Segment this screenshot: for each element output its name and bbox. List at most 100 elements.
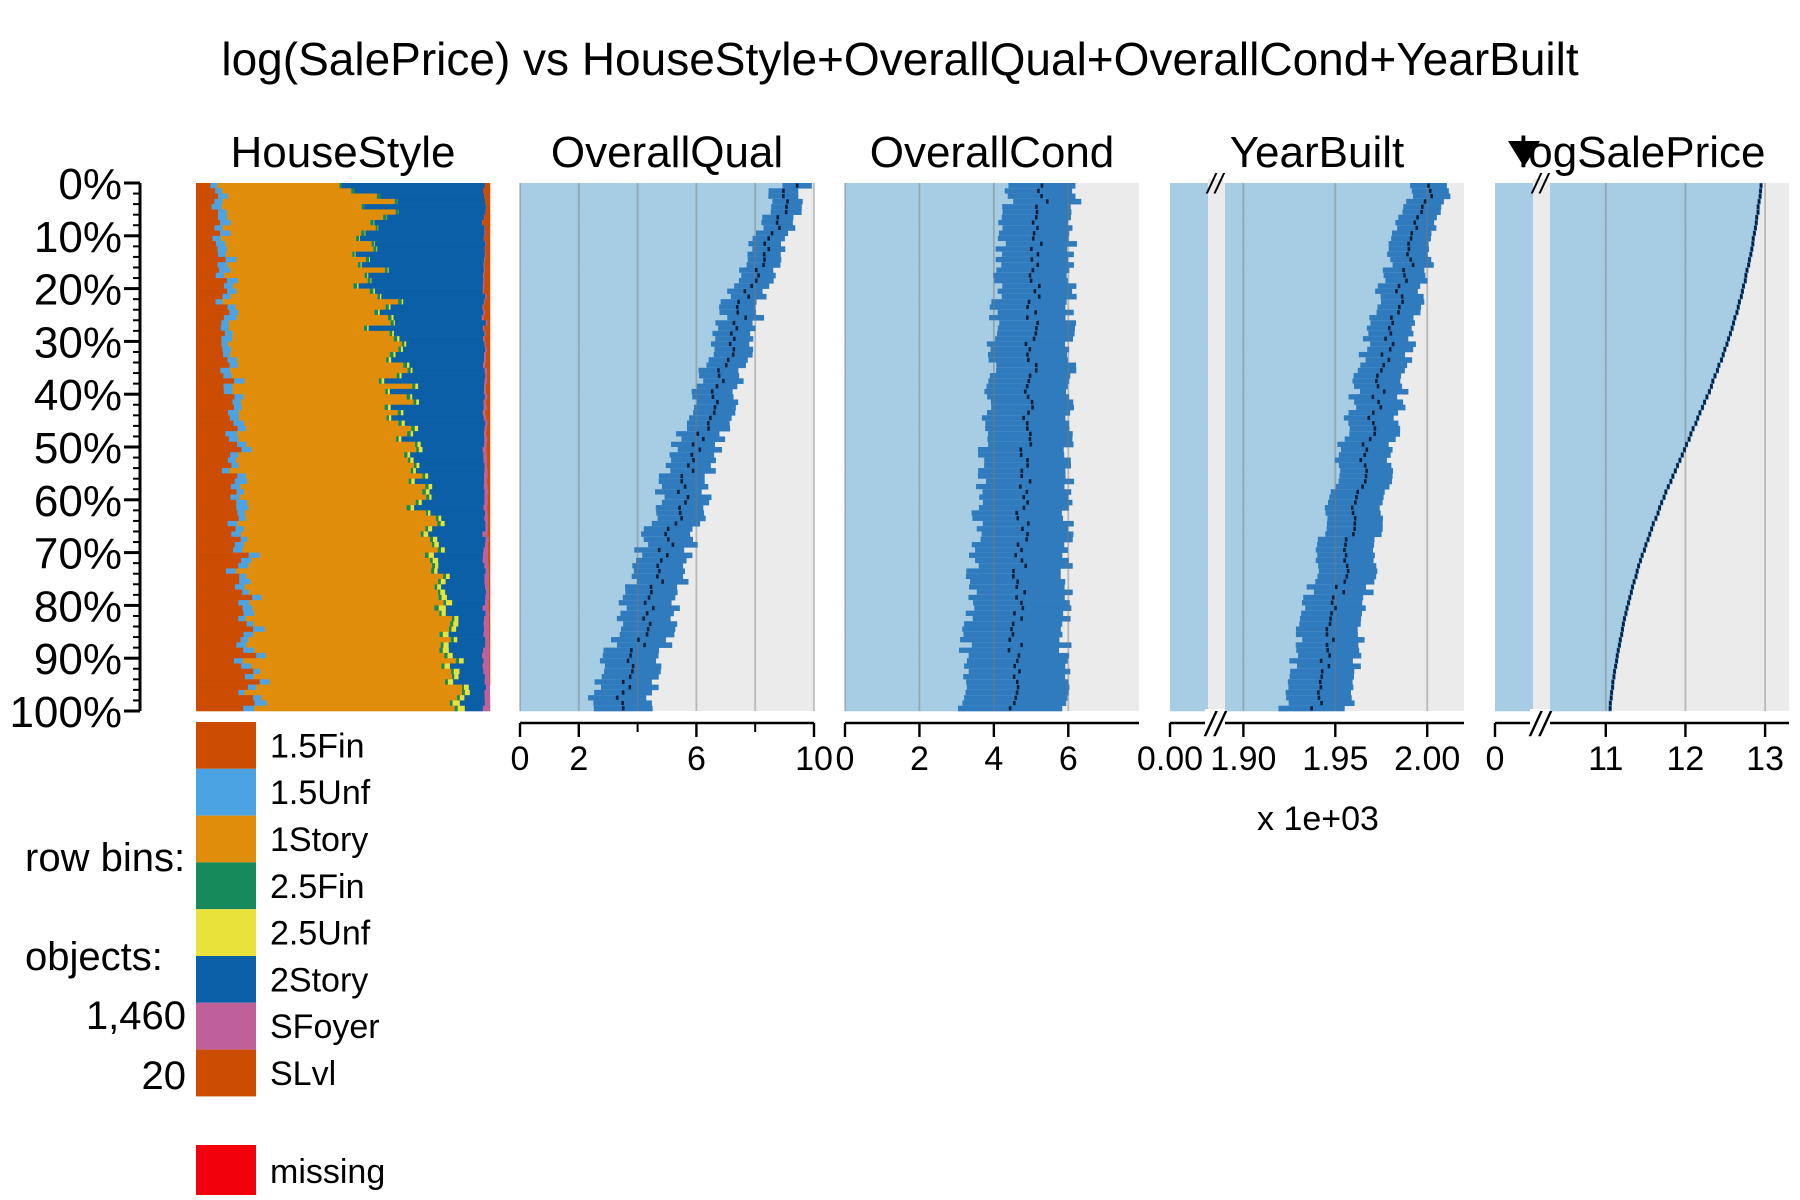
housestyle-bar-segment	[196, 610, 244, 617]
housestyle-bar-segment	[484, 193, 491, 200]
value-bar-light	[1495, 515, 1533, 522]
housestyle-bar-segment	[196, 351, 224, 358]
value-bar-light	[1550, 684, 1613, 691]
value-bar-light	[1225, 272, 1405, 279]
value-bar-light	[1550, 468, 1676, 474]
housestyle-bar-segment	[384, 404, 389, 411]
housestyle-bar-segment	[218, 193, 229, 200]
value-bar-light	[845, 679, 1018, 685]
value-bar-light	[845, 515, 1018, 522]
housestyle-bar-segment	[211, 204, 222, 210]
housestyle-bar-segment	[248, 637, 452, 643]
legend-label-missing: missing	[270, 1153, 385, 1191]
housestyle-bar-segment	[457, 695, 461, 701]
housestyle-bar-segment	[237, 510, 246, 516]
value-bar-light	[1170, 679, 1208, 685]
value-bar-light	[1170, 563, 1208, 569]
value-bar-light	[1550, 251, 1751, 258]
housestyle-bar-segment	[233, 283, 354, 289]
housestyle-bar-segment	[397, 410, 402, 416]
housestyle-legend: 1.5Fin 1.5Unf 1Story 2.5Fin 2.5Unf 2Story SFoy…	[196, 722, 385, 1195]
housestyle-bar-segment	[485, 594, 490, 601]
housestyle-bar-segment	[483, 658, 490, 664]
value-bar-light	[520, 520, 676, 527]
housestyle-bar-segment	[196, 515, 240, 522]
value-bar-light	[1170, 452, 1208, 458]
housestyle-bar-segment	[242, 547, 439, 553]
housestyle-bar-segment	[246, 573, 444, 580]
value-bar-light	[1495, 441, 1533, 448]
numeric-panels: OverallQual 0 2 6 10 OverallCond 0 2 4 6 YearBuilt…	[511, 128, 1789, 838]
value-bar-light	[1225, 367, 1382, 374]
housestyle-bar-segment	[248, 589, 439, 596]
housestyle-bar-segment	[489, 652, 491, 659]
housestyle-bar-segment	[413, 431, 485, 437]
legend-label: SFoyer	[270, 1008, 380, 1046]
housestyle-bar-segment	[484, 425, 488, 432]
housestyle-bar-segment	[421, 499, 485, 506]
value-bar-light	[845, 394, 1029, 400]
value-bar-light	[1225, 230, 1412, 237]
housestyle-bar-segment	[451, 668, 455, 675]
value-bar-light	[520, 209, 787, 215]
housestyle-bar-segment	[227, 262, 359, 268]
housestyle-bar-segment	[485, 637, 490, 643]
value-bar-light	[845, 594, 1017, 601]
value-bar-light	[845, 663, 1015, 670]
value-bar-light	[845, 351, 1028, 358]
housestyle-bar-segment	[485, 362, 491, 369]
value-bar-light	[1170, 652, 1208, 659]
value-bar-light	[1495, 626, 1533, 633]
housestyle-bar-segment	[221, 468, 230, 474]
value-bar-light	[1225, 552, 1347, 559]
housestyle-bar-segment	[406, 505, 411, 511]
value-bar-light	[1225, 542, 1346, 548]
value-bar-light	[1225, 214, 1418, 221]
housestyle-bar-segment	[425, 552, 429, 559]
value-bar-light	[1495, 457, 1533, 464]
value-bar-light	[1495, 367, 1533, 374]
housestyle-bar-segment	[486, 351, 491, 358]
value-bar-light	[1495, 330, 1533, 337]
housestyle-bar-segment	[196, 531, 232, 538]
housestyle-bar-segment	[236, 256, 367, 263]
housestyle-bar-segment	[378, 225, 485, 231]
value-bar-light	[1495, 320, 1533, 326]
value-bar-light	[1550, 399, 1705, 406]
value-bar-light	[1225, 563, 1348, 569]
value-bar-light	[520, 272, 759, 279]
housestyle-bar-segment	[454, 615, 459, 622]
value-bar-light	[1170, 425, 1208, 432]
value-bar-light	[1550, 499, 1662, 506]
housestyle-bar-segment	[196, 700, 255, 707]
x-axis-tick-label: 0	[836, 740, 855, 778]
value-bar-light	[1170, 462, 1208, 469]
housestyle-bar-segment	[398, 346, 402, 353]
housestyle-bar-segment	[196, 267, 220, 274]
housestyle-panel: HouseStyle	[196, 128, 491, 712]
housestyle-bar-segment	[396, 373, 400, 379]
value-bar-light	[1550, 283, 1744, 289]
housestyle-bar-segment	[234, 584, 245, 590]
housestyle-bar-segment	[453, 637, 458, 643]
housestyle-bar-segment	[221, 204, 363, 210]
housestyle-bar-segment	[488, 547, 491, 553]
housestyle-bar-segment	[414, 478, 485, 485]
housestyle-bar-segment	[488, 568, 491, 575]
value-bar-light	[1225, 557, 1345, 564]
housestyle-bar-segment	[232, 399, 242, 406]
value-bar-light	[1225, 457, 1361, 464]
housestyle-bar-segment	[454, 705, 459, 712]
housestyle-bar-segment	[230, 483, 241, 490]
value-bar-light	[1495, 447, 1533, 453]
value-bar-light	[520, 547, 660, 553]
housestyle-bar-segment	[437, 547, 442, 553]
housestyle-bar-segment	[196, 658, 235, 664]
housestyle-bar-segment	[395, 209, 399, 215]
value-bar-light	[1550, 452, 1683, 458]
housestyle-bar-segment	[359, 235, 361, 242]
housestyle-bar-segment	[483, 235, 485, 242]
housestyle-bar-segment	[415, 499, 419, 506]
housestyle-bar-segment	[227, 457, 237, 464]
housestyle-bar-segment	[365, 230, 485, 237]
